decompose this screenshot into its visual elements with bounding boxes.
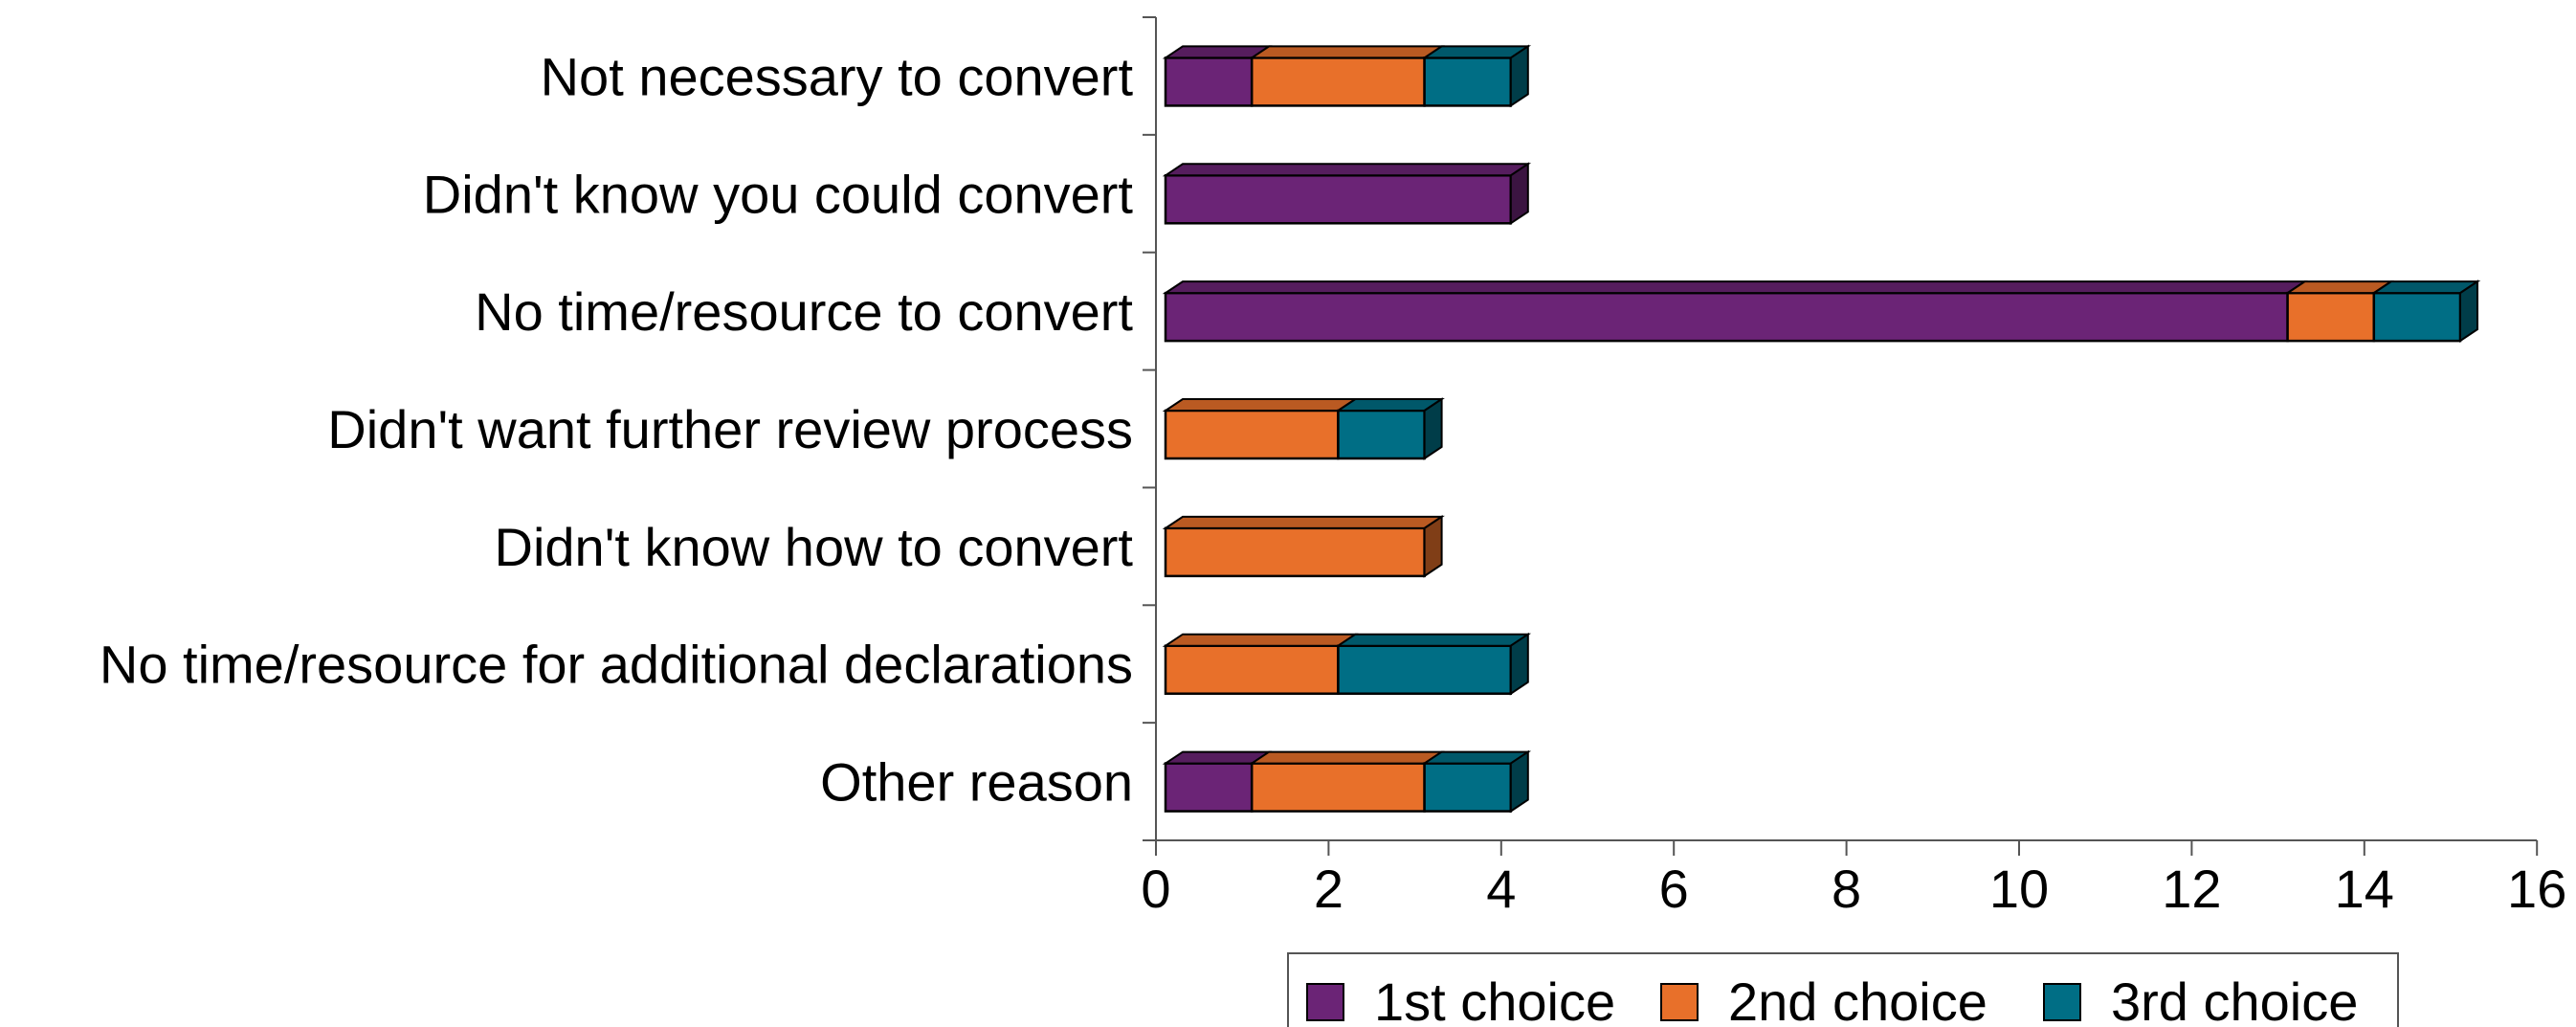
legend: 1st choice 2nd choice 3rd choice bbox=[1287, 952, 2399, 1027]
legend-swatch bbox=[1306, 983, 1344, 1021]
bar-segment bbox=[1162, 633, 1359, 695]
legend-label: 2nd choice bbox=[1728, 971, 1988, 1027]
bar-side-face bbox=[1509, 44, 1529, 108]
bar-segment bbox=[2370, 280, 2481, 343]
bar-segment bbox=[1335, 398, 1445, 460]
category-label: Didn't want further review process bbox=[327, 399, 1133, 459]
category-labels: Not necessary to convert Didn't know you … bbox=[100, 46, 1134, 812]
bar-segment bbox=[1248, 750, 1445, 813]
x-tick-label: 6 bbox=[1659, 859, 1689, 919]
bar-segment bbox=[1162, 398, 1359, 460]
x-tick-label: 0 bbox=[1141, 859, 1170, 919]
category-label: Not necessary to convert bbox=[541, 46, 1134, 106]
bar-segment bbox=[1421, 45, 1532, 107]
bar-segment bbox=[1335, 633, 1532, 695]
x-tick-label: 14 bbox=[2335, 859, 2394, 919]
x-tick-label: 12 bbox=[2162, 859, 2221, 919]
axes bbox=[1143, 16, 2538, 841]
bar-segment bbox=[1162, 750, 1273, 813]
bar-segment bbox=[1248, 45, 1445, 107]
legend-box bbox=[1287, 952, 2399, 1027]
x-tick-label: 2 bbox=[1314, 859, 1344, 919]
bars bbox=[1162, 44, 2481, 814]
bar-side-face bbox=[1509, 162, 1529, 226]
bar-segment bbox=[1162, 163, 1532, 225]
legend-swatch bbox=[1660, 983, 1699, 1021]
legend-label: 3rd choice bbox=[2111, 971, 2358, 1027]
legend-swatch bbox=[2043, 983, 2081, 1021]
x-tick-label: 4 bbox=[1486, 859, 1516, 919]
legend-label: 1st choice bbox=[1374, 971, 1615, 1027]
category-label: No time/resource for additional declarat… bbox=[100, 635, 1133, 695]
bar-segment bbox=[1421, 750, 1532, 813]
category-label: No time/resource to convert bbox=[475, 281, 1133, 342]
x-tick-label: 10 bbox=[1989, 859, 2049, 919]
x-tick-label: 16 bbox=[2507, 859, 2566, 919]
bar-side-face bbox=[1423, 514, 1443, 578]
bar-segment bbox=[1162, 515, 1445, 578]
bar-side-face bbox=[1509, 632, 1529, 696]
x-tick-label: 8 bbox=[1832, 859, 1861, 919]
bar-segment bbox=[1162, 280, 2308, 343]
category-label: Didn't know you could convert bbox=[423, 164, 1134, 224]
bar-side-face bbox=[2459, 279, 2478, 344]
category-label: Other reason bbox=[820, 752, 1133, 813]
bar-side-face bbox=[1423, 397, 1443, 460]
x-axis-ticks: 0 2 4 6 8 10 12 14 16 bbox=[1141, 840, 2566, 919]
bar-side-face bbox=[1509, 749, 1529, 814]
category-label: Didn't know how to convert bbox=[495, 517, 1134, 577]
